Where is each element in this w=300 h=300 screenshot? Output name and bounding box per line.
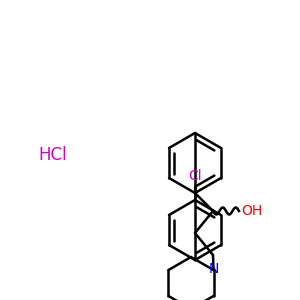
Text: OH: OH [241,204,262,218]
Text: Cl: Cl [188,169,202,183]
Text: HCl: HCl [38,146,67,164]
Text: N: N [208,262,219,276]
